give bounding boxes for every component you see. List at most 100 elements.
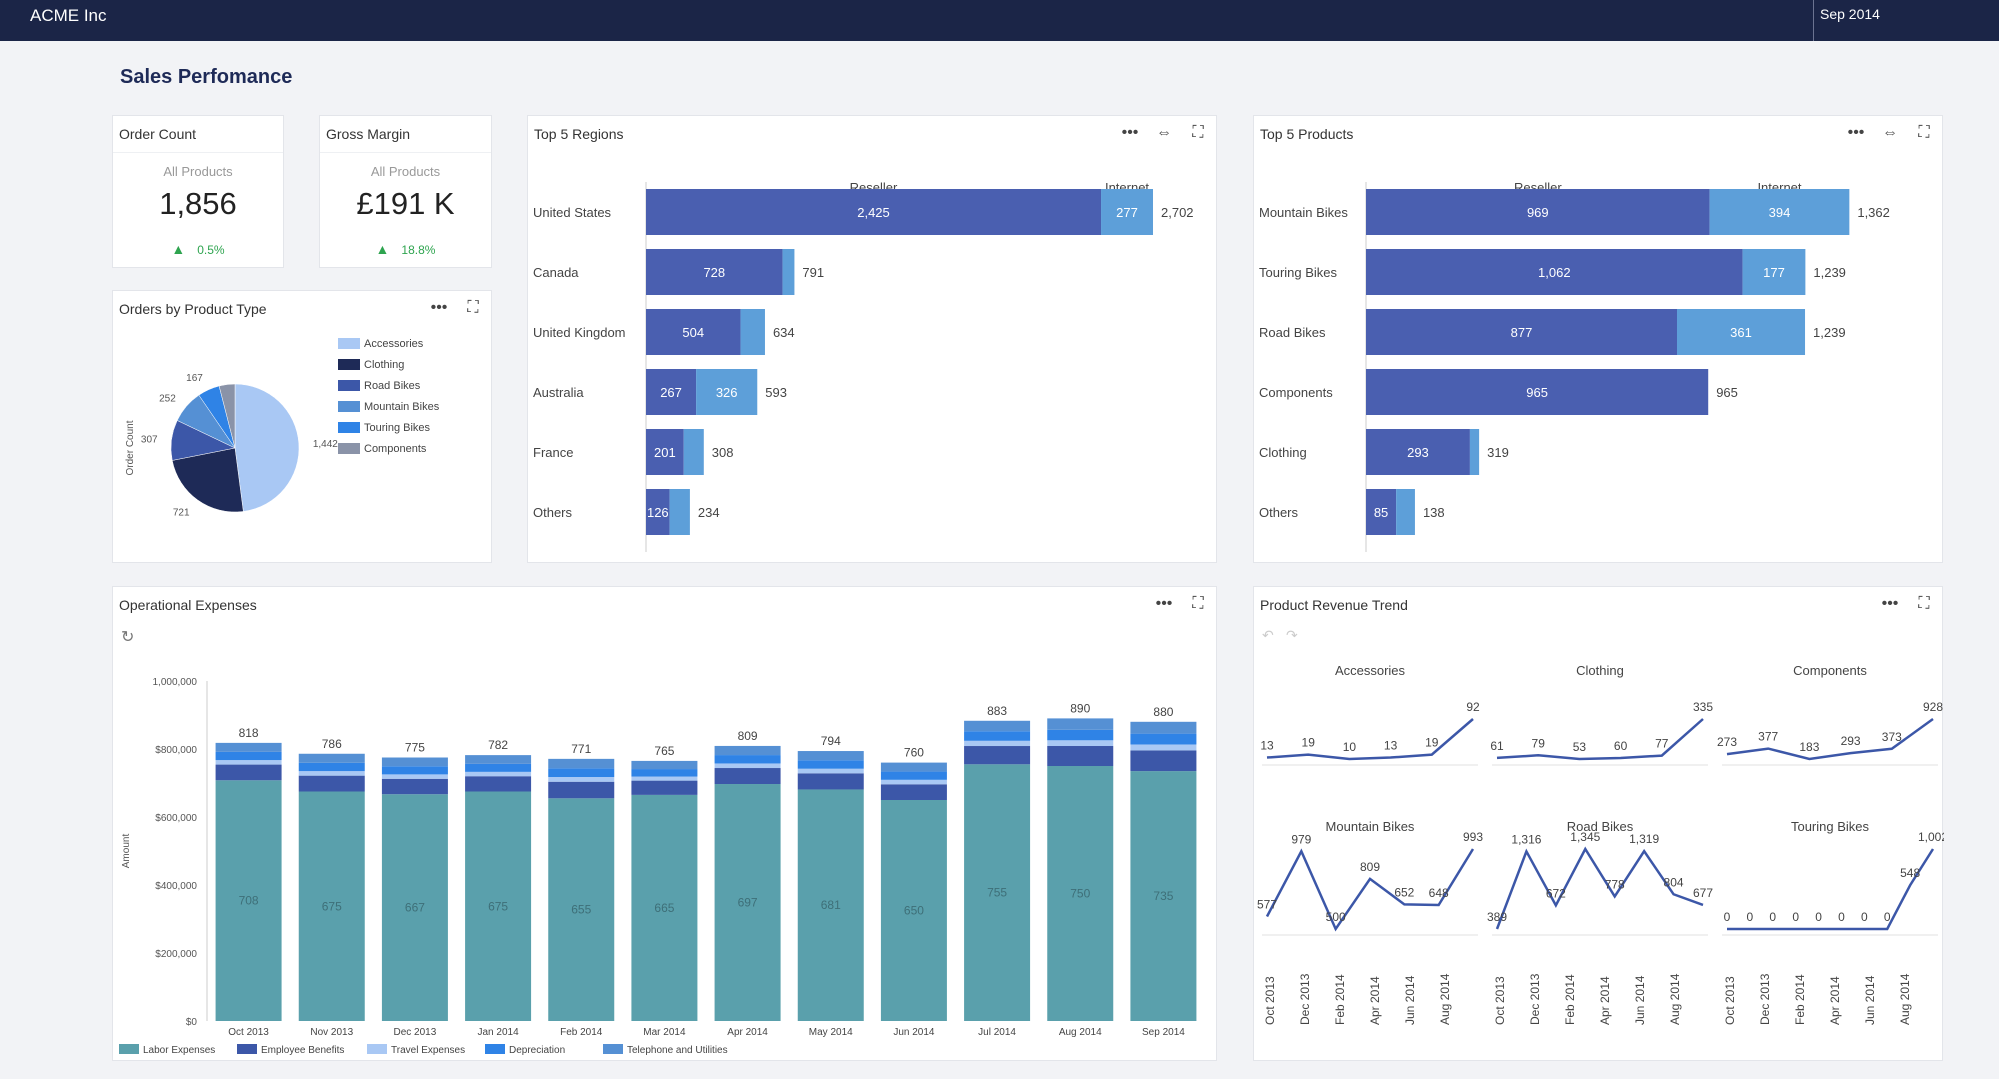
y-tick-label: $0 [186, 1017, 198, 1028]
trend-value-label: 0 [1838, 910, 1845, 924]
bar-total-label: 308 [712, 445, 734, 460]
bar-segment-reseller [646, 189, 1102, 235]
bar-value-label: 728 [703, 265, 725, 280]
x-tick-label: Apr 2014 [1598, 976, 1612, 1025]
bar-segment [797, 768, 864, 774]
bar-segment [1130, 721, 1197, 734]
bar-segment [714, 745, 781, 756]
bar-labor-expenses [714, 784, 781, 1021]
x-tick-label: Aug 2014 [1898, 973, 1912, 1025]
bar-segment [631, 780, 698, 795]
bar-segment [1130, 744, 1197, 751]
legend-item[interactable]: Road Bikes [338, 375, 439, 396]
legend-swatch [338, 359, 360, 370]
legend-item[interactable]: Components [338, 438, 439, 459]
legend-item[interactable]: Clothing [338, 354, 439, 375]
bar-labor-expenses [797, 789, 864, 1021]
expand-icon[interactable]: ⛶ [1192, 124, 1204, 141]
trend-line [1266, 718, 1474, 761]
legend-swatch [603, 1044, 623, 1054]
category-label: United States [533, 205, 612, 220]
trend-value-label: 677 [1693, 886, 1713, 900]
triangle-up-icon: ▲ [171, 241, 186, 257]
more-icon[interactable]: ••• [1847, 124, 1865, 141]
trend-value-label: 0 [1861, 910, 1868, 924]
link-icon[interactable]: ⇔ [1882, 124, 1898, 141]
bar-total-label: 634 [773, 325, 795, 340]
trend-value-label: 809 [1360, 860, 1380, 874]
trend-value-label: 0 [1747, 910, 1754, 924]
expand-icon[interactable]: ⛶ [467, 299, 479, 316]
category-label: Others [533, 505, 573, 520]
x-tick-label: Aug 2014 [1059, 1027, 1102, 1038]
legend-item[interactable]: Touring Bikes [338, 417, 439, 438]
legend-swatch [485, 1044, 505, 1054]
more-icon[interactable]: ••• [1881, 595, 1899, 612]
kpi-value: 1,856 [159, 186, 237, 221]
opex-stacked-chart: $0 $200,000 $400,000 $600,000 $800,000 1,000,… [119, 677, 1197, 1056]
card-title: Orders by Product Type [119, 301, 267, 317]
bar-value-label: 126 [647, 505, 669, 520]
bar-segment [298, 775, 365, 792]
total-value-label: 760 [904, 746, 924, 760]
x-tick-label: Apr 2014 [1828, 976, 1842, 1025]
card-title: Operational Expenses [119, 597, 257, 613]
expand-icon[interactable]: ⛶ [1918, 124, 1930, 141]
triangle-up-icon: ▲ [375, 241, 390, 257]
trend-value-label: 1,319 [1629, 832, 1659, 846]
bar-segment [215, 742, 282, 752]
bar-segment-reseller [1366, 309, 1678, 355]
total-value-label: 818 [239, 726, 259, 740]
x-tick-label: Feb 2014 [1793, 974, 1807, 1025]
top-bar: ACME Inc Sep 2014 [0, 0, 1999, 41]
legend-swatch [338, 338, 360, 349]
bar-total-label: 1,362 [1857, 205, 1890, 220]
legend-label: Telephone and Utilities [627, 1045, 728, 1056]
bar-segment-reseller [646, 369, 697, 415]
bar-value-label: 394 [1769, 205, 1791, 220]
x-tick-label: Oct 2013 [1263, 976, 1277, 1025]
bar-labor-expenses [880, 800, 947, 1021]
bar-segment [880, 779, 947, 785]
bar-value-label: 293 [1407, 445, 1429, 460]
bar-segment [1047, 746, 1114, 766]
bar-segment-internet [1677, 309, 1806, 355]
x-tick-label: Oct 2013 [1723, 976, 1737, 1025]
app-brand: ACME Inc [30, 6, 107, 25]
bar-segment [548, 768, 615, 778]
trend-line [1265, 848, 1475, 932]
redo-icon[interactable]: ↷ [1286, 627, 1298, 643]
trend-line [1727, 848, 1935, 931]
expand-icon[interactable]: ⛶ [1918, 595, 1930, 612]
card-title: Top 5 Products [1260, 126, 1354, 142]
category-label: Australia [533, 385, 584, 400]
bar-segment-reseller [1366, 489, 1397, 535]
more-icon[interactable]: ••• [430, 299, 448, 316]
x-tick-label: Jun 2014 [1863, 975, 1877, 1025]
trend-line [1496, 718, 1704, 761]
category-label: France [533, 445, 573, 460]
bar-segment [1047, 718, 1114, 730]
pie-slice-accessories [234, 383, 300, 512]
link-icon[interactable]: ⇔ [1156, 124, 1172, 141]
labor-value-label: 650 [904, 904, 924, 918]
bar-labor-expenses [548, 798, 615, 1021]
undo-icon[interactable]: ↶ [1262, 627, 1274, 643]
bar-value-label: 1,062 [1538, 265, 1571, 280]
total-value-label: 883 [987, 704, 1007, 718]
more-icon[interactable]: ••• [1121, 124, 1139, 141]
more-icon[interactable]: ••• [1155, 595, 1173, 612]
page-title: Sales Perfomance [120, 66, 293, 88]
orders-by-product-type-card: Orders by Product Type ••• ⛶ 1,442 721 307 2… [112, 290, 492, 563]
bar-segment [465, 771, 532, 777]
legend-label: Travel Expenses [391, 1045, 465, 1056]
bar-total-label: 791 [802, 265, 824, 280]
kpi-title: Gross Margin [326, 126, 411, 142]
period-selector[interactable]: Sep 2014 [1813, 0, 1999, 41]
total-value-label: 775 [405, 741, 425, 755]
legend-item[interactable]: Mountain Bikes [338, 396, 439, 417]
legend-item[interactable]: Accessories [338, 333, 439, 354]
legend-label: Clothing [364, 358, 405, 371]
refresh-icon[interactable]: ↻ [121, 629, 135, 646]
expand-icon[interactable]: ⛶ [1192, 595, 1204, 612]
